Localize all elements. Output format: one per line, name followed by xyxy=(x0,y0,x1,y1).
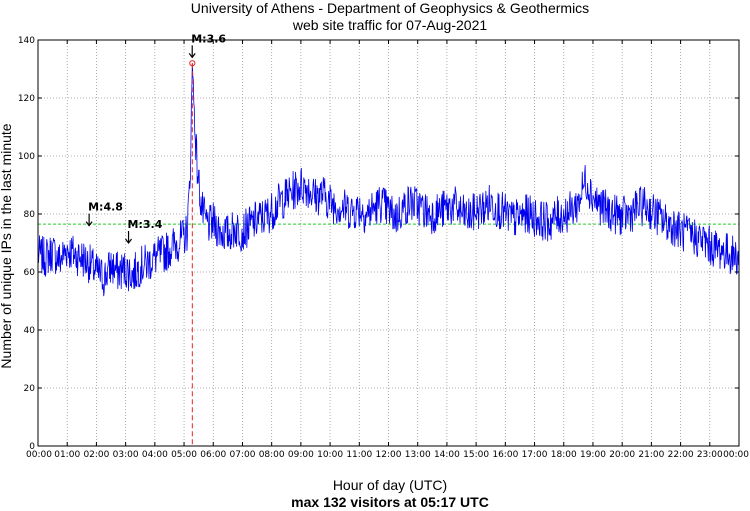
x-tick-label: 08:00 xyxy=(259,450,285,460)
x-axis: 00:00 01:00 02:00 03:00 04:00 05:00 06:00 07:00… xyxy=(26,40,749,460)
annotation-m36: M:3.6 xyxy=(188,32,226,59)
y-tick-label: 40 xyxy=(24,326,36,336)
x-tick-label: 01:00 xyxy=(54,450,80,460)
x-tick-label: 02:00 xyxy=(83,450,109,460)
x-tick-label: 09:00 xyxy=(288,450,314,460)
max-visitors-note: max 132 visitors at 05:17 UTC xyxy=(291,494,489,510)
max-marker-circle xyxy=(189,60,196,67)
chart-subtitle: web site traffic for 07-Aug-2021 xyxy=(292,17,488,33)
annotation-label: M:4.8 xyxy=(88,201,123,214)
x-tick-label: 07:00 xyxy=(229,450,255,460)
x-tick-label: 19:00 xyxy=(580,450,606,460)
x-tick-label: 17:00 xyxy=(522,450,548,460)
annotation-arrow-head xyxy=(85,221,93,227)
y-tick-label: 140 xyxy=(18,36,35,46)
x-tick-label: 18:00 xyxy=(551,450,577,460)
y-axis-label: Number of unique IPs in the last minute xyxy=(0,123,14,368)
y-tick-label: 80 xyxy=(24,210,36,220)
x-tick-label: 10:00 xyxy=(317,450,343,460)
annotation-arrow-head xyxy=(188,53,196,59)
x-axis-label: Hour of day (UTC) xyxy=(333,477,447,493)
series-traffic xyxy=(37,63,740,297)
x-tick-label: 00:00 xyxy=(26,450,52,460)
x-tick-label: 05:00 xyxy=(171,450,197,460)
x-tick-label: 16:00 xyxy=(492,450,518,460)
x-tick-label: 20:00 xyxy=(609,450,635,460)
chart-title: University of Athens - Department of Geo… xyxy=(191,0,589,16)
x-tick-label: 06:00 xyxy=(200,450,226,460)
x-tick-label: 23:00 xyxy=(697,450,723,460)
x-tick-label: 14:00 xyxy=(434,450,460,460)
annotation-arrow-head xyxy=(125,238,133,244)
y-tick-label: 100 xyxy=(18,152,35,162)
traffic-line xyxy=(37,63,740,297)
x-tick-label: 12:00 xyxy=(376,450,402,460)
y-tick-label: 60 xyxy=(24,268,36,278)
x-tick-label: 13:00 xyxy=(405,450,431,460)
y-tick-label: 120 xyxy=(18,94,35,104)
annotation-m48: M:4.8 xyxy=(85,201,123,227)
x-tick-label: 03:00 xyxy=(113,450,139,460)
x-tick-label: 04:00 xyxy=(142,450,168,460)
y-tick-label: 0 xyxy=(29,442,35,452)
y-tick-label: 20 xyxy=(24,384,36,394)
annotation-label: M:3.4 xyxy=(128,218,163,231)
x-tick-label: 00:00 xyxy=(723,450,749,460)
annotation-m34: M:3.4 xyxy=(125,218,163,244)
x-tick-label: 15:00 xyxy=(463,450,489,460)
grid xyxy=(37,39,740,447)
annotations: M:4.8 M:3.4 M:3.6 xyxy=(85,32,226,446)
x-tick-label: 22:00 xyxy=(668,450,694,460)
y-axis: 0 20 40 60 80 100 120 140 xyxy=(18,36,739,452)
x-tick-label: 11:00 xyxy=(346,450,372,460)
annotation-label: M:3.6 xyxy=(191,32,226,45)
x-tick-label: 21:00 xyxy=(638,450,664,460)
